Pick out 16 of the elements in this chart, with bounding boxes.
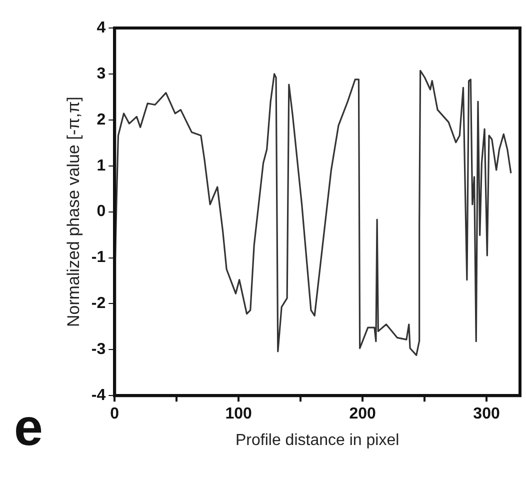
y-axis-title: Normalized phase value [-π,π] — [64, 96, 83, 327]
x-tick-label: 100 — [225, 406, 252, 423]
x-tick-label: 0 — [110, 406, 120, 423]
x-tick-label: 300 — [473, 406, 500, 423]
text: e — [14, 398, 43, 458]
y-tick-label: -2 — [91, 295, 106, 312]
x-tick-label: 200 — [349, 406, 376, 423]
y-tick-label: 4 — [96, 19, 106, 36]
y-tick-label: -4 — [91, 387, 106, 404]
y-tick-label: -1 — [91, 249, 106, 266]
x-axis-title: Profile distance in pixel — [235, 432, 400, 449]
y-tick-label: 1 — [96, 157, 106, 174]
y-tick-label: 0 — [96, 203, 106, 220]
y-tick-label: -3 — [91, 341, 106, 358]
y-tick-label: 3 — [96, 65, 106, 82]
y-tick-label: 2 — [96, 111, 106, 128]
